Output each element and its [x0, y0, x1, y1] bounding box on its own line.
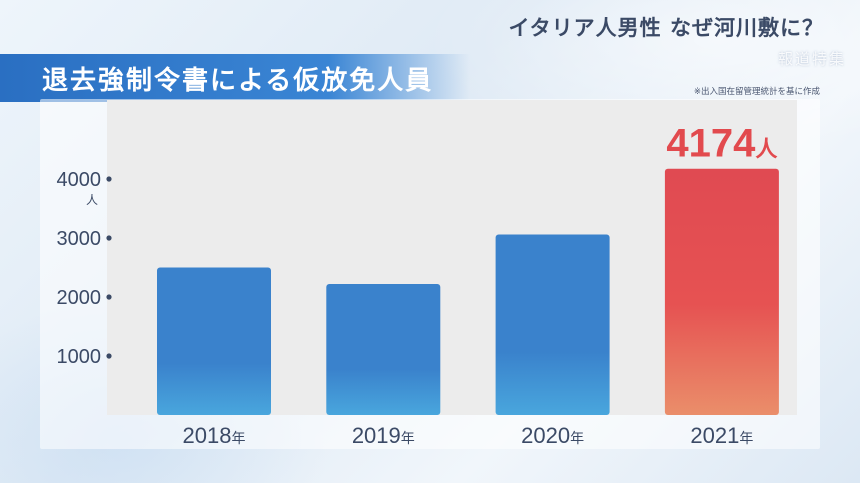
source-note: ※出入国在留管理統計を基に作成: [693, 87, 820, 97]
y-tick-label: 1000: [57, 346, 102, 368]
bars-layer: [157, 168, 779, 415]
y-tick-label: 2000: [57, 287, 102, 309]
x-tick-label-2019: 2019年: [352, 423, 415, 448]
highlight-value-label: 4174人: [666, 122, 777, 166]
chart-title: 退去強制令書による仮放免人員: [42, 66, 434, 96]
bar-2018: [157, 267, 271, 415]
x-axis: 2018年 2019年 2020年 2021年: [183, 423, 754, 448]
program-logo: 報道特集: [777, 50, 846, 68]
y-axis-unit: 人: [86, 193, 98, 207]
y-tick-dot: [106, 176, 112, 182]
y-tick-dot: [106, 353, 112, 359]
bar-2019: [326, 284, 441, 415]
y-tick-label: 3000: [57, 228, 102, 250]
y-tick-dot: [106, 294, 112, 300]
title-bar: [0, 54, 470, 102]
y-axis: 1000 2000 3000 4000 人: [57, 169, 112, 368]
headline: イタリア人男性 なぜ河川敷に？: [508, 16, 824, 40]
bar-2020: [495, 234, 610, 415]
highlight-callout: 4174人: [666, 122, 777, 166]
x-tick-label-2020: 2020年: [521, 423, 584, 448]
bar-2021: [664, 168, 779, 415]
x-tick-label-2018: 2018年: [183, 423, 246, 448]
y-tick-dot: [106, 235, 112, 241]
y-tick-label: 4000: [57, 169, 102, 191]
x-tick-label-2021: 2021年: [690, 423, 753, 448]
